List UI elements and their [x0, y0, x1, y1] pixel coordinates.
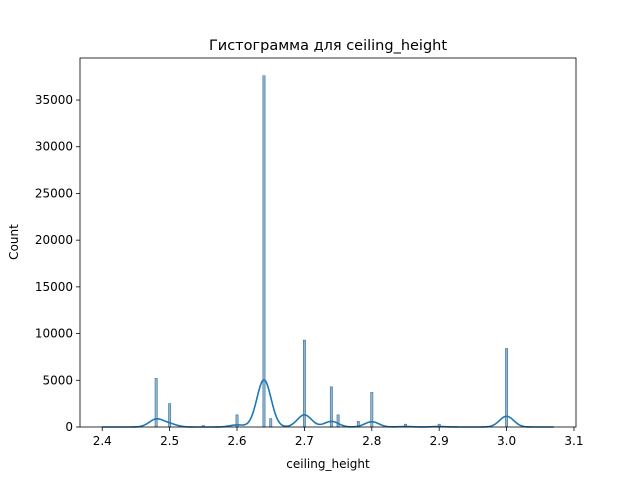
x-tick-label: 2.5	[160, 434, 179, 448]
y-tick-label: 10000	[35, 327, 73, 341]
x-tick-label: 2.6	[227, 434, 246, 448]
histogram-bar	[262, 75, 266, 428]
y-tick-label: 0	[65, 420, 73, 434]
x-tick-label: 2.9	[430, 434, 449, 448]
histogram-bar	[269, 418, 273, 428]
histogram-bar	[505, 348, 509, 428]
y-tick-label: 25000	[35, 186, 73, 200]
x-tick-label: 2.7	[295, 434, 314, 448]
y-tick-label: 5000	[42, 373, 73, 387]
histogram-bar	[336, 414, 340, 428]
histogram-bar	[302, 339, 306, 428]
x-axis-label: ceiling_height	[286, 457, 370, 471]
x-tick-label: 3.1	[564, 434, 583, 448]
y-axis-label: Count	[7, 224, 21, 260]
y-tick-label: 15000	[35, 280, 73, 294]
x-axis: 2.4 2.5 2.6 2.7 2.8 2.9 3.0 3.1	[93, 427, 584, 448]
chart-title: Гистограмма для ceiling_height	[209, 38, 447, 54]
y-tick-label: 35000	[35, 93, 73, 107]
x-tick-label: 3.0	[497, 434, 516, 448]
y-tick-label: 30000	[35, 140, 73, 154]
y-tick-label: 20000	[35, 233, 73, 247]
axes-frame	[79, 57, 577, 428]
x-tick-label: 2.4	[93, 434, 112, 448]
y-axis: 0 5000 10000 15000 20000 25000 30000 35000	[35, 93, 80, 434]
x-tick-label: 2.8	[362, 434, 381, 448]
